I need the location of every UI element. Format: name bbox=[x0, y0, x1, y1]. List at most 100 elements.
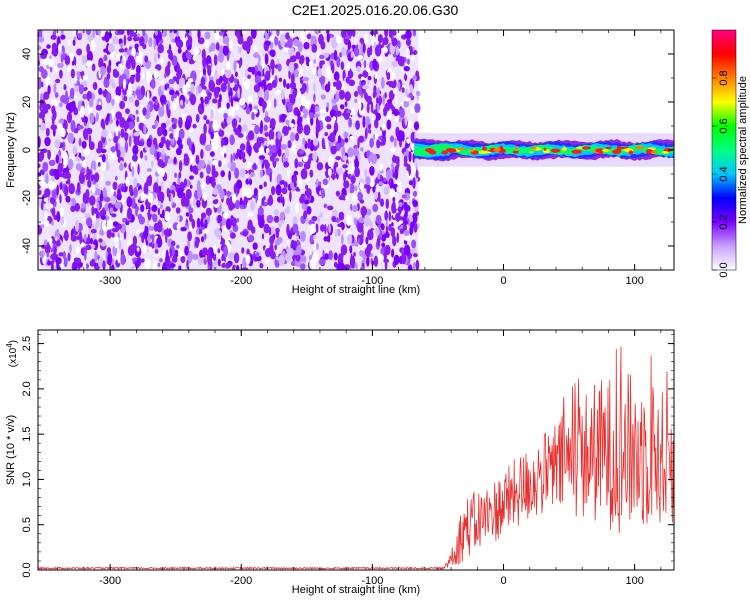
heatmap-noise-cell bbox=[233, 60, 237, 72]
heatmap-noise-cell bbox=[189, 175, 194, 180]
heatmap-noise-cell bbox=[164, 72, 167, 79]
heatmap-noise-cell bbox=[212, 139, 219, 152]
heatmap-noise-cell bbox=[53, 253, 59, 259]
heatmap-noise-cell bbox=[157, 43, 164, 54]
heatmap-noise-cell bbox=[45, 76, 51, 87]
heatmap-noise-cell bbox=[51, 221, 54, 226]
heatmap-noise-cell bbox=[146, 168, 153, 172]
heatmap-noise-cell bbox=[388, 90, 395, 101]
heatmap-noise-cell bbox=[239, 168, 246, 178]
heatmap-noise-cell bbox=[304, 100, 312, 110]
x-tick-label: 0 bbox=[500, 275, 506, 287]
heatmap-noise-cell bbox=[352, 148, 360, 157]
heatmap-noise-cell bbox=[211, 138, 214, 147]
heatmap-noise-cell bbox=[258, 145, 265, 156]
heatmap-noise-cell bbox=[296, 244, 302, 256]
heatmap-noise-cell bbox=[142, 244, 148, 254]
heatmap-noise-cell bbox=[48, 159, 56, 166]
heatmap-noise-cell bbox=[313, 82, 316, 93]
heatmap-noise-cell bbox=[292, 89, 297, 99]
heatmap-noise-cell bbox=[40, 108, 46, 121]
heatmap-noise-cell bbox=[391, 37, 398, 47]
heatmap-noise-cell bbox=[385, 198, 390, 209]
heatmap-noise-cell bbox=[247, 95, 253, 103]
heatmap-noise-cell bbox=[200, 77, 206, 87]
heatmap-noise-cell bbox=[372, 134, 376, 140]
heatmap-noise-cell bbox=[40, 250, 45, 258]
heatmap-noise-cell bbox=[268, 129, 275, 141]
heatmap-noise-cell bbox=[186, 39, 189, 48]
heatmap-noise-cell bbox=[60, 215, 64, 226]
heatmap-noise-cell bbox=[178, 160, 183, 172]
heatmap-noise-cell bbox=[195, 154, 200, 165]
heatmap-noise-cell bbox=[312, 138, 319, 146]
heatmap-noise-cell bbox=[169, 30, 173, 34]
heatmap-noise-cell bbox=[264, 259, 270, 265]
heatmap-noise-cell bbox=[299, 30, 306, 41]
heatmap-noise-cell bbox=[354, 185, 358, 192]
heatmap-noise-cell bbox=[51, 51, 58, 56]
heatmap-noise-cell bbox=[220, 137, 225, 148]
heatmap-noise-cell bbox=[377, 34, 383, 43]
heatmap-noise-cell bbox=[375, 112, 381, 121]
heatmap-noise-cell bbox=[112, 181, 118, 191]
heatmap-noise-cell bbox=[325, 142, 329, 150]
heatmap-noise-cell bbox=[177, 187, 184, 199]
snr-y-tick-label: 2.5 bbox=[21, 336, 33, 351]
heatmap-noise-cell bbox=[300, 55, 305, 64]
heatmap-noise-cell bbox=[255, 252, 260, 258]
heatmap-noise-cell bbox=[111, 82, 116, 89]
heatmap-noise-cell bbox=[86, 50, 93, 63]
heatmap-noise-cell bbox=[320, 94, 326, 100]
heatmap-noise-cell bbox=[275, 227, 280, 234]
heatmap-noise-cell bbox=[312, 241, 317, 250]
heatmap-noise-cell bbox=[286, 223, 290, 236]
heatmap-noise-cell bbox=[176, 244, 180, 249]
heatmap-noise-cell bbox=[38, 190, 42, 196]
heatmap-noise-cell bbox=[47, 58, 55, 68]
heatmap-noise-cell bbox=[110, 195, 117, 205]
heatmap-noise-cell bbox=[59, 182, 63, 191]
heatmap-noise-cell bbox=[38, 77, 42, 90]
heatmap-noise-cell bbox=[223, 112, 228, 119]
heatmap-noise-cell bbox=[78, 231, 82, 239]
heatmap-noise-cell bbox=[200, 96, 204, 109]
heatmap-noise-cell bbox=[282, 125, 289, 136]
heatmap-noise-cell bbox=[191, 165, 198, 174]
heatmap-noise-cell bbox=[291, 143, 296, 149]
heatmap-noise-cell bbox=[159, 258, 163, 263]
heatmap-noise-cell bbox=[60, 53, 64, 63]
heatmap-noise-cell bbox=[366, 255, 370, 267]
heatmap-noise-cell bbox=[408, 92, 413, 100]
signal-hotspot bbox=[635, 146, 645, 150]
x-tick-label: -200 bbox=[230, 575, 252, 587]
heatmap-noise-cell bbox=[380, 77, 385, 89]
heatmap-noise-cell bbox=[51, 189, 58, 198]
heatmap-noise-cell bbox=[107, 43, 115, 53]
heatmap-noise-cell bbox=[84, 213, 91, 219]
heatmap-noise-cell bbox=[416, 90, 421, 97]
heatmap-noise-cell bbox=[377, 173, 381, 180]
heatmap-noise-cell bbox=[239, 204, 244, 210]
heatmap-noise-cell bbox=[403, 229, 410, 236]
heatmap-noise-cell bbox=[294, 158, 299, 169]
heatmap-noise-cell bbox=[302, 137, 306, 146]
heatmap-noise-cell bbox=[159, 204, 164, 210]
heatmap-noise-cell bbox=[292, 176, 297, 184]
heatmap-noise-cell bbox=[300, 168, 308, 180]
heatmap-noise-cell bbox=[218, 160, 222, 168]
heatmap-noise-cell bbox=[81, 55, 87, 65]
heatmap-noise-cell bbox=[219, 221, 223, 228]
heatmap-noise-cell bbox=[230, 217, 233, 223]
heatmap-noise-cell bbox=[199, 171, 204, 179]
heatmap-noise-cell bbox=[282, 99, 286, 106]
heatmap-noise-cell bbox=[302, 106, 308, 119]
heatmap-noise-cell bbox=[233, 127, 237, 133]
heatmap-noise-cell bbox=[91, 63, 96, 72]
heatmap-noise-cell bbox=[313, 234, 317, 240]
heatmap-noise-cell bbox=[137, 213, 143, 220]
heatmap-noise-cell bbox=[150, 234, 155, 240]
heatmap-noise-cell bbox=[54, 139, 61, 148]
heatmap-noise-cell bbox=[269, 171, 272, 183]
